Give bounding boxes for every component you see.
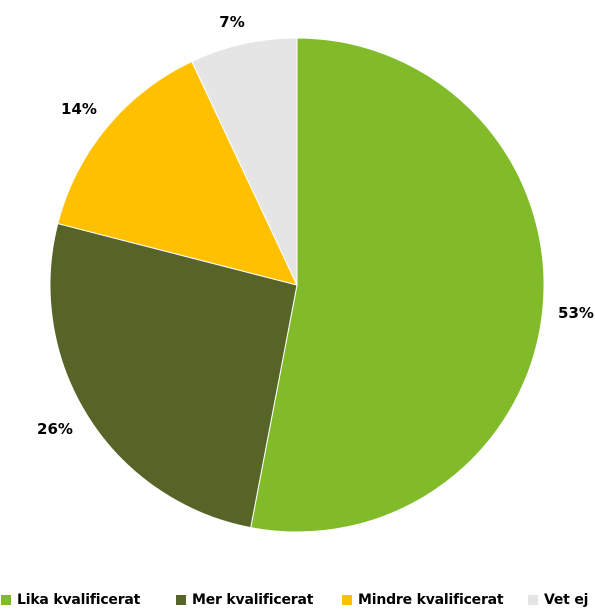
legend-label: Mer kvalificerat bbox=[192, 592, 314, 608]
legend-label: Mindre kvalificerat bbox=[358, 592, 504, 608]
legend-swatch bbox=[528, 595, 538, 605]
legend-swatch bbox=[342, 595, 352, 605]
legend-label: Lika kvalificerat bbox=[17, 592, 141, 608]
legend-swatch bbox=[1, 595, 11, 605]
data-label-vet-ej: 7% bbox=[219, 13, 244, 31]
pie-slice-mer-kvalificerat bbox=[49, 222, 298, 529]
legend-item-lika-kvalificerat: Lika kvalificerat bbox=[1, 590, 140, 610]
pie-chart: 53% 26% 14% 7% bbox=[37, 13, 594, 533]
pie-slice-lika-kvalificerat bbox=[250, 37, 545, 533]
data-label-mindre-kvalificerat: 14% bbox=[61, 100, 97, 118]
data-label-lika-kvalificerat: 53% bbox=[558, 304, 594, 322]
pie-data-labels: 53% 26% 14% 7% bbox=[37, 13, 594, 438]
pie-slices bbox=[49, 37, 545, 533]
legend-item-vet-ej: Vet ej bbox=[528, 590, 588, 610]
pie-slice-mindre-kvalificerat bbox=[57, 60, 298, 286]
legend-item-mindre-kvalificerat: Mindre kvalificerat bbox=[342, 590, 504, 610]
pie-slice-vet-ej bbox=[191, 37, 298, 286]
legend-swatch bbox=[176, 595, 186, 605]
legend: Lika kvalificerat Mer kvalificerat Mindr… bbox=[0, 590, 595, 610]
legend-item-mer-kvalificerat: Mer kvalificerat bbox=[176, 590, 313, 610]
data-label-mer-kvalificerat: 26% bbox=[37, 420, 73, 438]
legend-label: Vet ej bbox=[544, 592, 589, 608]
